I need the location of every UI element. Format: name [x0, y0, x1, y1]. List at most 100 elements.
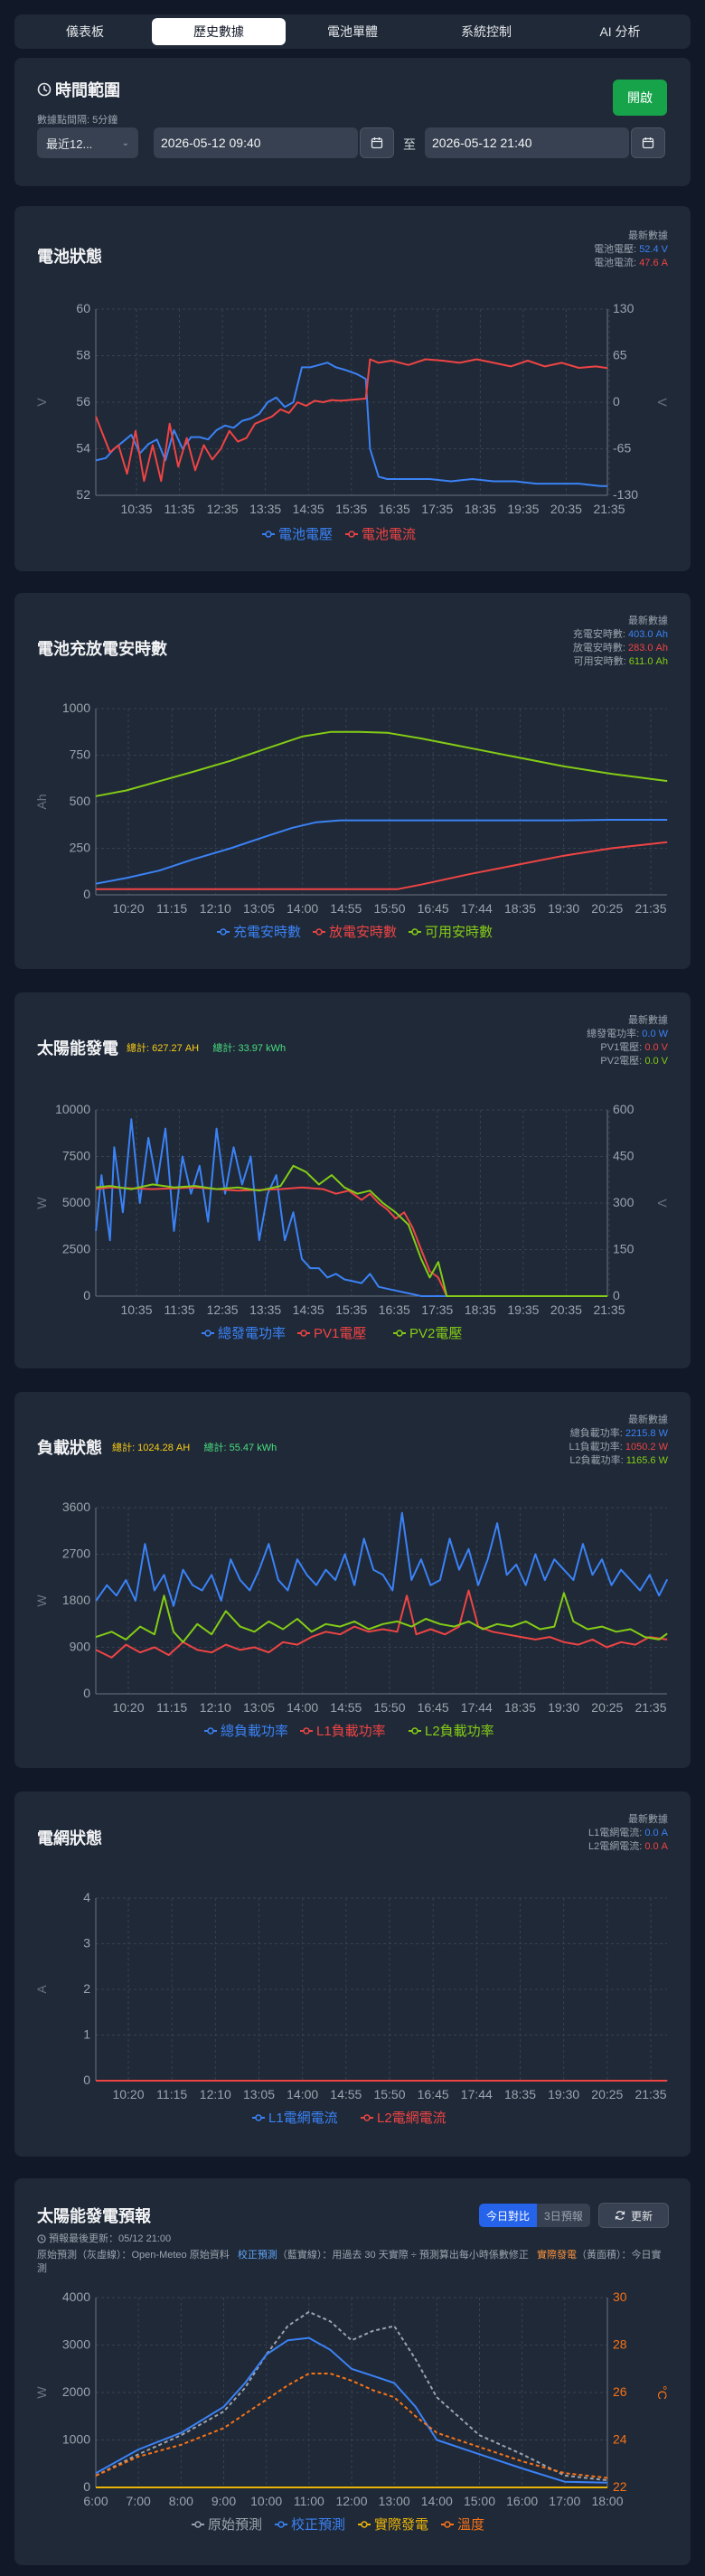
x-tick-label: 17:35 — [421, 502, 453, 516]
series-line — [95, 2310, 608, 2482]
y-tick-label: 60 — [76, 301, 90, 315]
y-tick-label: 900 — [70, 1640, 91, 1654]
three-day-forecast-button[interactable]: 3日預報 — [537, 2204, 590, 2227]
time-range-heading: 時間範圍 — [37, 78, 120, 101]
x-tick-label: 13:35 — [249, 502, 281, 516]
open-button[interactable]: 開啟 — [613, 80, 667, 116]
forecast-legend-note: 原始預測（灰虛線）：Open-Meteo 原始資料 校正預測（藍實線）：用過去 … — [37, 2249, 670, 2276]
y-right-tick-label: 300 — [613, 1195, 634, 1209]
y-tick-label: 56 — [76, 394, 90, 409]
y-tick-label: 3600 — [62, 1500, 90, 1514]
legend-label: 總負載功率 — [221, 1723, 288, 1739]
x-tick-label: 21:35 — [634, 901, 666, 916]
x-tick-label: 20:35 — [550, 502, 582, 516]
x-tick-label: 16:45 — [418, 901, 449, 916]
x-tick-label: 15:00 — [464, 2494, 495, 2508]
tab-battery-cells[interactable]: 電池單體 — [327, 24, 378, 39]
y-tick-label: 250 — [70, 841, 91, 855]
note-cal-label: 校正預測 — [237, 2250, 277, 2261]
solar-power-label: 總發電功率: — [587, 1029, 640, 1039]
legend-dot — [303, 1727, 310, 1735]
legend-label: 實際發電 — [374, 2516, 428, 2533]
x-tick-label: 20:25 — [591, 901, 623, 916]
time-range-title: 時間範圍 — [55, 81, 120, 99]
x-tick-label: 14:00 — [287, 2087, 318, 2101]
x-tick-label: 10:35 — [120, 1302, 152, 1317]
series-line — [96, 819, 668, 885]
x-tick-label: 14:00 — [287, 1700, 318, 1715]
x-tick-label: 12:00 — [335, 2494, 367, 2508]
end-calendar-button[interactable] — [631, 127, 665, 158]
x-tick-label: 13:05 — [243, 1700, 275, 1715]
legend-dot — [396, 1330, 403, 1337]
legend-label: 原始預測 — [208, 2517, 262, 2533]
pv1-value: 0.0 V — [644, 1042, 668, 1053]
legend-dot — [315, 928, 323, 935]
x-tick-label: 11:00 — [294, 2494, 324, 2508]
solar-totals: 總計: 627.27 AH 總計: 33.97 kWh — [127, 1040, 286, 1055]
y-tick-label: 52 — [76, 487, 90, 502]
today-compare-button[interactable]: 今日對比 — [479, 2204, 538, 2227]
voltage-value: 52.4 V — [639, 244, 668, 255]
forecast-updated-text: 預報最後更新：05/12 21:00 — [49, 2233, 172, 2244]
y-right-tick-label: 28 — [613, 2337, 627, 2352]
y-tick-label: 0 — [83, 1288, 90, 1302]
l1-load-value: 1050.2 W — [625, 1442, 668, 1453]
voltage-label: 電池電壓: — [594, 244, 637, 255]
current-value: 47.6 A — [639, 258, 668, 268]
range-preset-select[interactable]: 最近12... ⌄ — [37, 127, 138, 158]
x-tick-label: 20:25 — [591, 1700, 623, 1715]
x-tick-label: 16:45 — [418, 2087, 449, 2101]
available-label: 可用安時數: — [573, 656, 626, 667]
y-axis-label: A — [34, 1985, 49, 1994]
y-tick-label: 0 — [83, 1686, 90, 1700]
x-tick-label: 6:00 — [83, 2494, 108, 2508]
y-tick-label: 0 — [83, 887, 90, 901]
refresh-button[interactable]: 更新 — [598, 2203, 669, 2228]
y-tick-label: 0 — [83, 2073, 90, 2087]
x-tick-label: 16:35 — [379, 502, 410, 516]
x-tick-label: 11:35 — [164, 1302, 195, 1317]
charge-value: 403.0 Ah — [627, 629, 668, 640]
x-tick-label: 12:35 — [207, 1302, 239, 1317]
legend-dot — [411, 928, 418, 935]
legend-dot — [444, 2521, 451, 2528]
tab-dashboard[interactable]: 儀表板 — [66, 24, 104, 39]
y-axis-label: W — [34, 1197, 49, 1209]
tab-system-control[interactable]: 系統控制 — [461, 24, 512, 39]
x-tick-label: 14:00 — [287, 901, 318, 916]
start-calendar-button[interactable] — [360, 127, 394, 158]
legend-dot — [411, 1727, 418, 1735]
legend-label: 總發電功率 — [218, 1325, 286, 1341]
x-tick-label: 14:55 — [330, 901, 362, 916]
latest-label: 最新數據 — [628, 616, 668, 626]
x-tick-label: 11:35 — [164, 502, 195, 516]
tab-ai-analysis[interactable]: AI 分析 — [599, 24, 641, 39]
x-tick-label: 14:00 — [421, 2494, 453, 2508]
calendar-icon — [642, 137, 654, 149]
y-right-tick-label: 130 — [613, 301, 634, 315]
x-tick-label: 10:20 — [112, 2087, 144, 2101]
x-tick-label: 10:35 — [120, 502, 152, 516]
start-datetime-input[interactable]: 2026-05-12 09:40 — [154, 127, 358, 158]
tab-history[interactable]: 歷史數據 — [152, 18, 286, 45]
series-line — [95, 2336, 608, 2484]
solar-title: 太陽能發電 — [37, 1039, 118, 1058]
x-tick-label: 14:35 — [293, 1302, 324, 1317]
legend-label: 電池電流 — [362, 527, 416, 542]
end-datetime-input[interactable]: 2026-05-12 21:40 — [425, 127, 629, 158]
grid-chart: 4 3 2 1 0 10:20 11:15 12:10 13:05 14:00 14:55 15:50… — [34, 1890, 668, 2126]
x-tick-label: 10:00 — [250, 2494, 282, 2508]
forecast-title: 太陽能發電預報 — [37, 2207, 151, 2225]
range-preset-value: 最近12... — [46, 136, 93, 151]
battery-status-card: 電池狀態 最新數據 電池電壓: 52.4 V 電池電流: 47.6 A 60 58… — [14, 206, 691, 571]
x-tick-label: 21:35 — [593, 1302, 625, 1317]
x-tick-label: 20:35 — [550, 1302, 582, 1317]
y-tick-label: 3 — [83, 1936, 90, 1951]
legend-label: L1負載功率 — [316, 1724, 386, 1739]
x-tick-label: 7:00 — [127, 2494, 151, 2508]
legend-label: 放電安時數 — [329, 925, 397, 940]
forecast-updated: 預報最後更新：05/12 21:00 — [37, 2231, 171, 2245]
y-right-tick-label: 30 — [613, 2289, 627, 2304]
x-tick-label: 13:35 — [249, 1302, 281, 1317]
